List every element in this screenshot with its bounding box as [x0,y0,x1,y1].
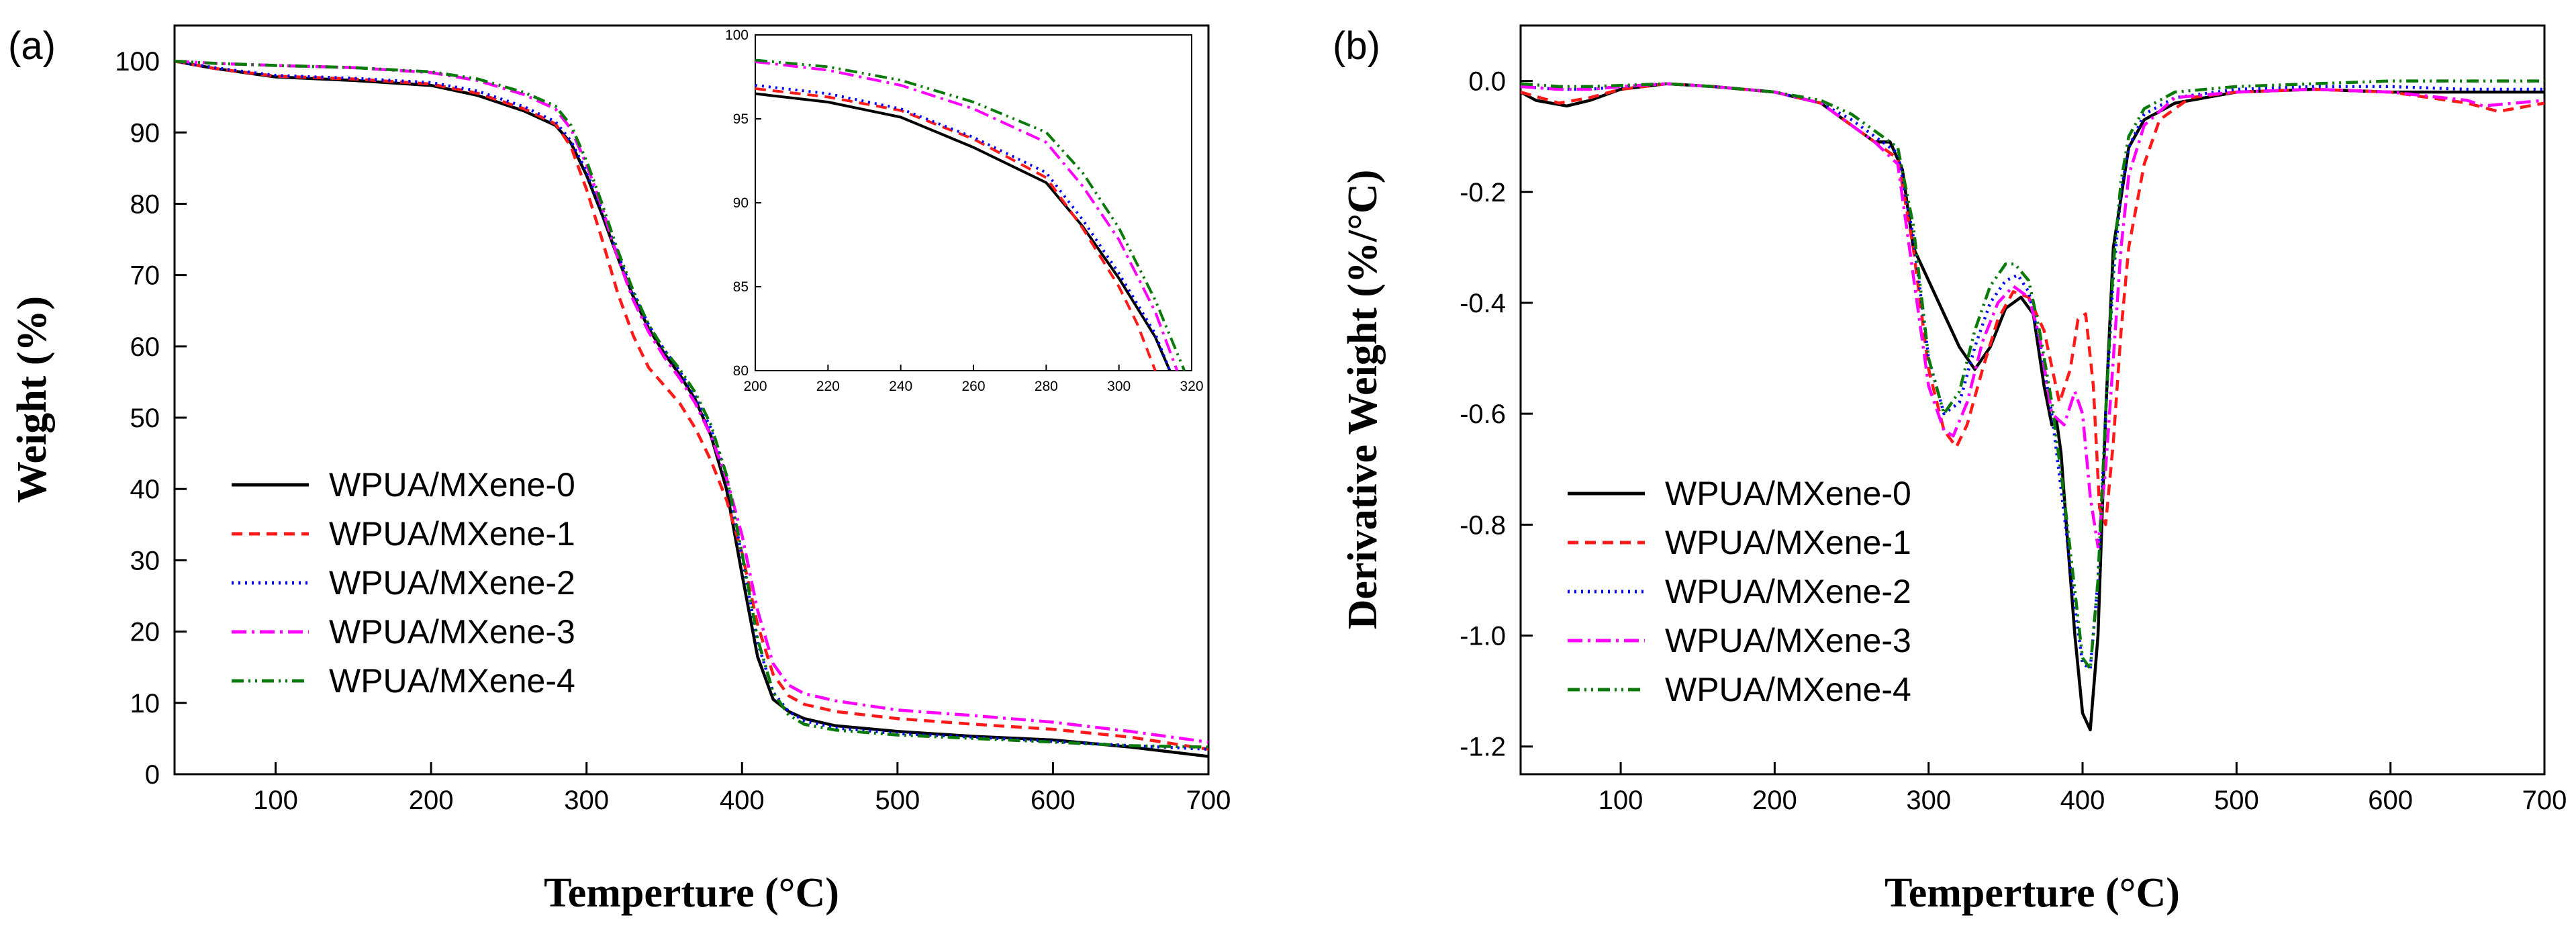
inset-frame [755,34,1192,371]
x-tick-label: 600 [2368,786,2413,815]
panel-b-frame [1519,24,2546,776]
x-tick-label: 700 [1186,786,1231,815]
x-tick-label: 300 [1906,786,1951,815]
x-tick-label: 600 [1031,786,1076,815]
y-tick-label: -0.8 [1460,510,1506,540]
panel-a-series [175,59,1208,758]
y-tick-label: 20 [130,618,160,647]
panel-b-xlabel: Temperture (°C) [1885,870,2180,916]
x-tick-label: 200 [1752,786,1797,815]
panel-b-legend: WPUA/MXene-0 WPUA/MXene-1 WPUA/MXene-2 WPUA… [1568,475,1911,708]
x-tick-label: 400 [720,786,765,815]
y-tick-label: -1.2 [1460,733,1506,762]
x-tick-label: 280 [1035,379,1058,394]
y-tick-label: 80 [130,189,160,219]
x-tick-label: 220 [816,379,840,394]
y-tick-label: 90 [733,195,749,211]
y-tick-label: 95 [733,111,749,127]
series-line-wpua-mxene-0 [755,92,1172,371]
x-tick-label: 700 [2522,786,2567,815]
inset-series [755,58,1186,371]
panel-a-ylabel: Weight (%) [9,296,55,503]
y-tick-label: -1.0 [1460,622,1506,651]
y-tick-label: 10 [130,689,160,718]
legend-label: WPUA/MXene-3 [1665,622,1911,659]
x-tick-label: 300 [564,786,609,815]
legend-label: WPUA/MXene-0 [1665,475,1911,512]
series-line-wpua-mxene-4 [175,59,1208,749]
legend-label: WPUA/MXene-1 [329,515,575,553]
y-tick-label: 30 [130,546,160,575]
y-tick-label: 60 [130,332,160,362]
y-tick-label: 0 [145,760,160,790]
panel-a-legend: WPUA/MXene-0 WPUA/MXene-1 WPUA/MXene-2 WPUA… [232,466,575,700]
panel-a-inset: 200 220 240 260 280 300 320 80 85 90 95 100 [725,28,1204,394]
x-tick-label: 100 [253,786,298,815]
legend-label: WPUA/MXene-3 [329,613,575,651]
series-line-wpua-mxene-2 [175,59,1208,751]
y-tick-label: -0.6 [1460,400,1506,429]
y-tick-label: -0.4 [1460,289,1506,318]
panel-a-xlabel: Temperture (°C) [544,870,839,916]
x-tick-label: 100 [1599,786,1643,815]
series-line-wpua-mxene-3 [755,60,1179,371]
series-line-wpua-mxene-2 [755,84,1172,371]
y-tick-label: 100 [725,28,749,43]
panel-b-axes: 100 200 300 400 500 600 700 0.0 -0.2 -0.4 -0.6 -0.8… [1460,67,2567,815]
series-line-wpua-mxene-4 [755,58,1186,371]
legend-label: WPUA/MXene-2 [329,564,575,602]
panel-b-label: (b) [1333,24,1380,68]
y-tick-label: 85 [733,279,749,295]
legend-label: WPUA/MXene-2 [1665,573,1911,610]
x-tick-label: 400 [2060,786,2105,815]
legend-label: WPUA/MXene-0 [329,466,575,504]
y-tick-label: 40 [130,475,160,504]
y-tick-label: 50 [130,404,160,433]
y-tick-label: 0.0 [1468,67,1506,97]
x-tick-label: 320 [1180,379,1203,394]
x-tick-label: 200 [409,786,454,815]
x-tick-label: 500 [2214,786,2259,815]
legend-label: WPUA/MXene-4 [329,662,575,700]
y-tick-label: 90 [130,118,160,148]
series-line-wpua-mxene-3 [1521,82,2544,549]
panel-a-label: (a) [8,24,56,68]
y-tick-label: 80 [733,363,749,379]
x-tick-label: 260 [961,379,985,394]
x-tick-label: 500 [875,786,920,815]
y-tick-label: 70 [130,261,160,291]
panel-b-ylabel: Derivative Weight (%/°C) [1340,170,1386,630]
series-line-wpua-mxene-4 [1521,79,2544,671]
panel-a-frame [173,24,1210,776]
legend-label: WPUA/MXene-4 [1665,671,1911,708]
panel-a: (a) 100 200 300 400 500 600 700 0 10 20 30 40 50 60 70… [8,24,1231,916]
series-line-wpua-mxene-1 [755,87,1157,371]
series-line-wpua-mxene-1 [175,59,1208,751]
inset-axes: 200 220 240 260 280 300 320 80 85 90 95 100 [725,28,1204,394]
series-line-wpua-mxene-0 [175,59,1208,758]
x-tick-label: 240 [889,379,912,394]
x-tick-label: 200 [743,379,767,394]
legend-label: WPUA/MXene-1 [1665,524,1911,561]
x-tick-label: 300 [1107,379,1131,394]
y-tick-label: 100 [115,47,160,77]
panel-b-series [1521,79,2544,732]
panel-a-axes: 100 200 300 400 500 600 700 0 10 20 30 40 50 60 70 80 90… [115,47,1231,815]
y-tick-label: -0.2 [1460,178,1506,207]
panel-b: (b) 100 200 300 400 500 600 700 0.0 -0.2 -0.4 -0.6… [1333,24,2567,916]
